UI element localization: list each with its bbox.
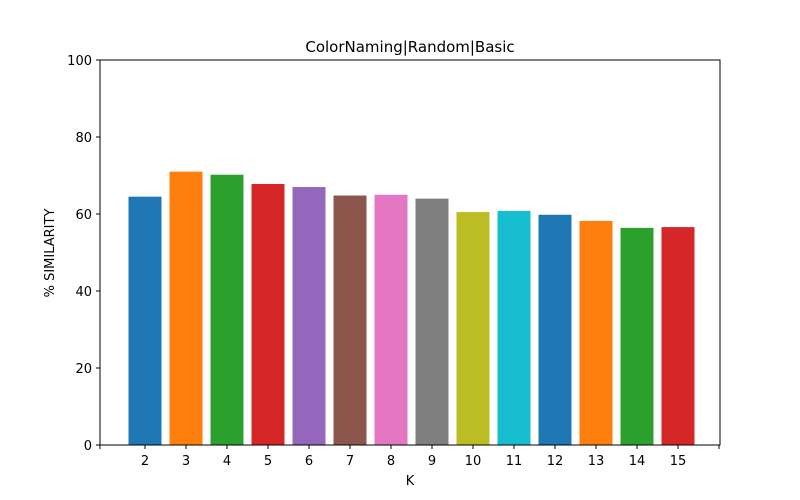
bar-k-4: [210, 174, 244, 446]
x-axis-ticks: 2 3 4 5 6 7 8 9 10 11 12 13 14 15: [99, 445, 720, 469]
x-tick-label: 4: [223, 454, 231, 469]
y-tick-label: 60: [75, 208, 92, 223]
plot-frame: [99, 59, 721, 446]
x-tick-label: 2: [141, 454, 149, 469]
bar-k-2: [128, 196, 162, 445]
x-tick-label: 6: [305, 454, 313, 469]
x-tick-label: 8: [387, 454, 395, 469]
bar-k-3: [169, 171, 203, 445]
y-tick-label: 20: [75, 362, 92, 377]
x-tick-label: 12: [547, 454, 564, 469]
y-tick-label: 100: [67, 54, 92, 69]
x-tick-label: 15: [670, 454, 687, 469]
bar-k-9: [415, 198, 449, 445]
bar-k-10: [456, 212, 490, 445]
x-tick-label: 10: [465, 454, 482, 469]
x-tick-label: 11: [506, 454, 523, 469]
bar-k-11: [497, 210, 531, 445]
chart-title: ColorNaming|Random|Basic: [305, 38, 514, 56]
bar-k-8: [374, 194, 408, 445]
x-axis-label: K: [406, 474, 415, 489]
x-tick-label: 13: [588, 454, 605, 469]
bar-k-13: [579, 220, 613, 445]
y-tick-label: 0: [84, 439, 92, 454]
bar-k-6: [292, 187, 326, 446]
bar-k-7: [333, 195, 367, 445]
x-tick-label: 3: [182, 454, 190, 469]
bar-k-5: [251, 183, 285, 445]
y-axis-label: % SIMILARITY: [43, 209, 58, 298]
y-tick-label: 40: [75, 285, 92, 300]
bar-k-14: [620, 227, 654, 445]
bar-k-15: [661, 227, 695, 445]
bars-group: [128, 171, 695, 446]
y-axis-ticks: 0 20 40 60 80 100: [67, 54, 100, 454]
x-tick-label: 9: [428, 454, 436, 469]
x-tick-label: 5: [264, 454, 272, 469]
x-tick-label: 7: [346, 454, 354, 469]
y-tick-label: 80: [75, 131, 92, 146]
bar-k-12: [538, 214, 572, 445]
x-tick-label: 14: [629, 454, 646, 469]
